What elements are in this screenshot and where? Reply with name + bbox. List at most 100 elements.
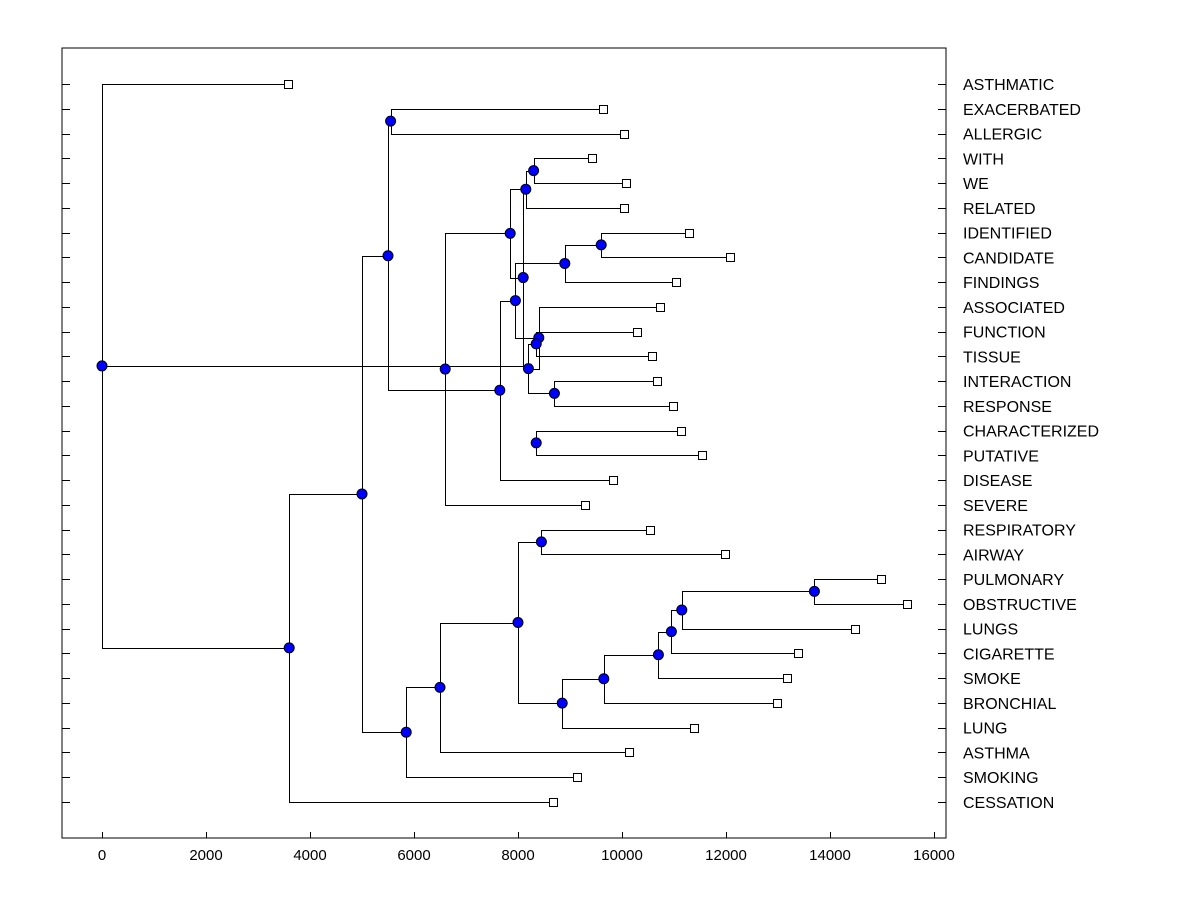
dendrogram-link: [658, 632, 789, 679]
merge-node: [494, 384, 506, 396]
merge-node: [517, 272, 529, 284]
leaf-marker: [903, 600, 912, 609]
merge-node: [509, 295, 521, 307]
leaf-label: ASSOCIATED: [963, 300, 1065, 317]
leaf-label: CESSATION: [963, 795, 1054, 812]
merge-node: [808, 585, 820, 597]
leaf-marker: [773, 699, 782, 708]
merge-node: [548, 387, 560, 399]
leaf-label: AIRWAY: [963, 547, 1024, 564]
leaf-marker: [588, 154, 597, 163]
x-tick-label: 14000: [809, 847, 851, 864]
leaf-marker: [877, 575, 886, 584]
dendrogram-link: [289, 494, 555, 803]
leaf-label: CHARACTERIZED: [963, 424, 1099, 441]
leaf-marker: [646, 526, 655, 535]
leaf-marker: [685, 229, 694, 238]
leaf-label: CANDIDATE: [963, 250, 1054, 267]
merge-node: [528, 165, 540, 177]
leaf-label: CIGARETTE: [963, 646, 1055, 663]
merge-nodes: [96, 115, 820, 738]
leaf-label: BRONCHIAL: [963, 696, 1056, 713]
dendrogram-link: [440, 623, 631, 753]
dendrogram-link: [388, 121, 501, 391]
leaf-label: EXACERBATED: [963, 102, 1081, 119]
leaf-labels: ASTHMATIC EXACERBATED ALLERGIC WITH WE RELATE…: [963, 77, 1099, 812]
merge-node: [676, 604, 688, 616]
leaf-label: WITH: [963, 151, 1004, 168]
leaf-marker: [677, 427, 686, 436]
leaf-marker: [698, 451, 707, 460]
x-tick-label: 6000: [397, 847, 430, 864]
leaf-marker: [783, 674, 792, 683]
leaf-marker: [581, 501, 590, 510]
x-tick-label: 12000: [705, 847, 747, 864]
dendrogram-link: [601, 233, 732, 258]
plot-frame: [61, 47, 947, 839]
merge-node: [512, 617, 524, 629]
leaf-label: WE: [963, 176, 989, 193]
leaf-label: PUTATIVE: [963, 448, 1039, 465]
leaf-marker: [794, 649, 803, 658]
merge-node: [400, 726, 412, 738]
merge-node: [96, 360, 108, 372]
merge-node: [530, 338, 542, 350]
dendrogram-links: [102, 84, 909, 803]
merge-node: [652, 649, 664, 661]
leaf-marker: [620, 204, 629, 213]
leaf-label: SEVERE: [963, 498, 1028, 515]
leaf-label: IDENTIFIED: [963, 226, 1052, 243]
x-tick-label: 0: [98, 847, 106, 864]
leaf-marker: [672, 278, 681, 287]
dendrogram-link: [682, 591, 857, 630]
x-tick-label: 2000: [189, 847, 222, 864]
leaf-marker: [609, 476, 618, 485]
merge-node: [598, 673, 610, 685]
leaf-label: TISSUE: [963, 349, 1021, 366]
dendrogram-link: [534, 158, 628, 184]
merge-node: [595, 239, 607, 251]
merge-node: [665, 626, 677, 638]
dendrogram-link: [528, 307, 662, 370]
x-tick-label: 8000: [501, 847, 534, 864]
leaf-label: FUNCTION: [963, 325, 1046, 342]
dendrogram-link: [565, 245, 678, 283]
leaf-label: LUNGS: [963, 622, 1018, 639]
leaf-marker: [648, 352, 657, 361]
merge-node: [356, 488, 368, 500]
merge-node: [283, 642, 295, 654]
leaf-markers: [284, 80, 912, 807]
leaf-label: SMOKE: [963, 671, 1021, 688]
leaf-label: ASTHMA: [963, 745, 1030, 762]
merge-node: [520, 183, 532, 195]
axis-ticks: 0 2000 4000 6000 8000 10000 12000 14000 16000: [62, 84, 955, 864]
leaf-marker: [549, 798, 558, 807]
leaf-marker: [669, 402, 678, 411]
leaf-label: OBSTRUCTIVE: [963, 597, 1077, 614]
leaf-label: ALLERGIC: [963, 127, 1042, 144]
merge-node: [535, 536, 547, 548]
leaf-marker: [622, 179, 631, 188]
leaf-label: ASTHMATIC: [963, 77, 1054, 94]
leaf-label: RELATED: [963, 201, 1036, 218]
merge-node: [439, 363, 451, 375]
x-tick-label: 4000: [293, 847, 326, 864]
x-tick-label: 16000: [913, 847, 955, 864]
leaf-marker: [573, 773, 582, 782]
merge-node: [559, 257, 571, 269]
leaf-marker: [625, 748, 634, 757]
merge-node: [382, 250, 394, 262]
dendrogram-link: [362, 256, 407, 733]
dendrogram-link: [814, 579, 909, 605]
dendrogram-link: [526, 171, 626, 209]
leaf-label: SMOKING: [963, 770, 1039, 787]
leaf-marker: [620, 130, 629, 139]
leaf-marker: [656, 303, 665, 312]
dendrogram-link: [671, 610, 800, 654]
x-tick-label: 10000: [601, 847, 643, 864]
leaf-label: LUNG: [963, 721, 1007, 738]
leaf-marker: [726, 253, 735, 262]
leaf-label: PULMONARY: [963, 572, 1064, 589]
leaf-label: INTERACTION: [963, 374, 1071, 391]
dendrogram-link: [604, 655, 779, 704]
